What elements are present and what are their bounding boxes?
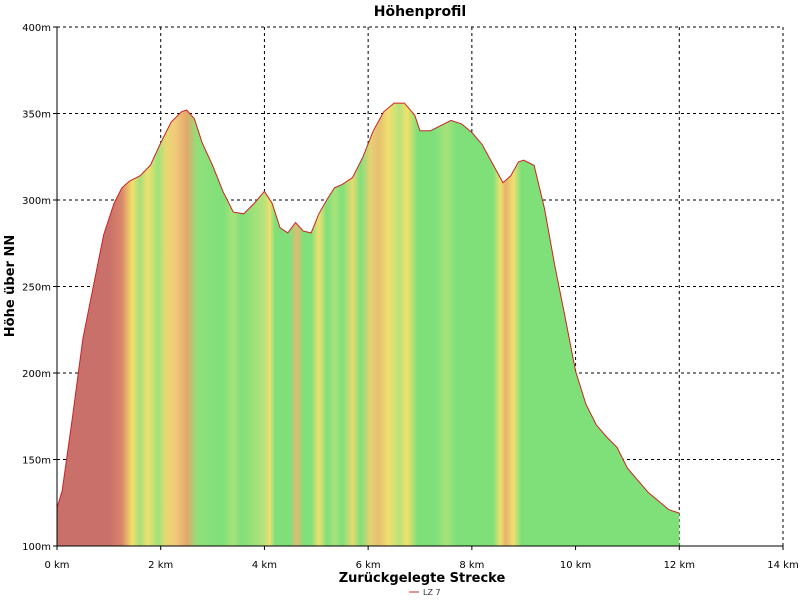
x-tick-label: 6 km: [356, 560, 381, 571]
plot-area: [57, 102, 680, 546]
y-tick-label: 150m: [22, 456, 51, 467]
y-tick-label: 350m: [22, 110, 51, 121]
legend-label: LZ 7: [423, 588, 441, 597]
x-tick-label: 14 km: [767, 560, 798, 571]
elevation-area: [57, 103, 680, 546]
x-tick-label: 10 km: [560, 560, 591, 571]
y-tick-label: 300m: [22, 196, 51, 207]
x-axis-ticks: 0 km 2 km 4 km 6 km 8 km 10 km 12 km 14 km: [44, 546, 799, 571]
x-tick-label: 8 km: [459, 560, 484, 571]
y-tick-label: 250m: [22, 283, 51, 294]
y-axis-ticks: 100m 150m 200m 250m 300m 350m 400m: [22, 23, 57, 553]
y-tick-label: 400m: [22, 23, 51, 34]
x-tick-label: 0 km: [44, 560, 69, 571]
x-axis-label: Zurückgelegte Strecke: [339, 571, 506, 586]
elevation-line: [57, 102, 680, 514]
legend: LZ 7: [409, 588, 441, 597]
y-tick-label: 200m: [22, 369, 51, 380]
chart-title: Höhenprofil: [374, 4, 466, 20]
x-tick-label: 4 km: [252, 560, 277, 571]
x-tick-label: 12 km: [664, 560, 695, 571]
y-tick-label: 100m: [22, 542, 51, 553]
y-axis-label: Höhe über NN: [3, 235, 18, 337]
x-tick-label: 2 km: [148, 560, 173, 571]
